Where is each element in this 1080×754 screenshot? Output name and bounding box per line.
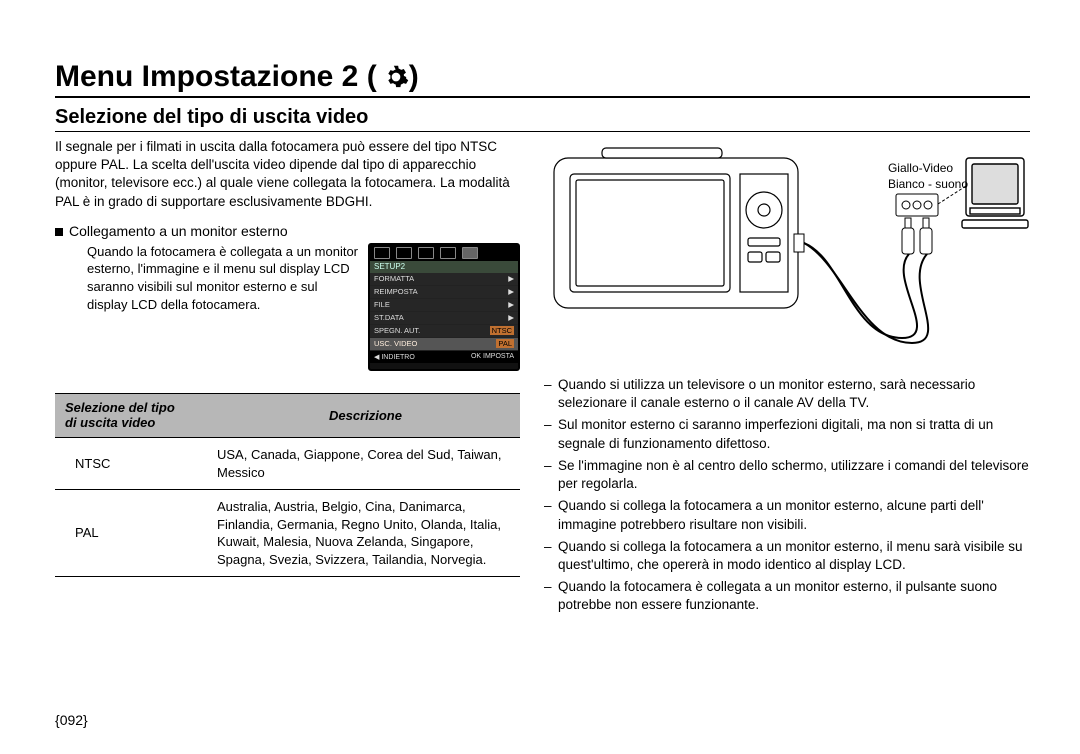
lcd-foot-right: OK IMPOSTA	[471, 353, 514, 360]
dash-icon: –	[542, 376, 558, 412]
lcd-sound-icon	[440, 247, 456, 259]
lcd-menu-row: REIMPOSTA ▶	[370, 286, 518, 299]
lcd-row-value: ▶	[508, 274, 514, 283]
cable-white-label: Bianco - suono	[888, 177, 968, 191]
title-text: Menu Impostazione 2 (	[55, 60, 377, 94]
lcd-footer: ◀ INDIETRO OK IMPOSTA	[370, 351, 518, 363]
page-number: {092}	[55, 712, 88, 728]
note-item: –Quando la fotocamera è collegata a un m…	[542, 578, 1030, 614]
right-column: Giallo-Video Bianco - suono –Quando si u…	[542, 138, 1030, 619]
note-text: Quando si utilizza un televisore o un mo…	[558, 376, 1030, 412]
table-cell-type: PAL	[55, 490, 211, 577]
note-item: –Quando si collega la fotocamera a un mo…	[542, 538, 1030, 574]
left-column: Il segnale per i filmati in uscita dalla…	[55, 138, 520, 619]
lcd-row-label: USC. VIDEO	[374, 339, 417, 348]
dash-icon: –	[542, 457, 558, 493]
connection-heading-text: Collegamento a un monitor esterno	[69, 223, 288, 239]
lcd-row-label: FORMATTA	[374, 274, 414, 283]
connection-description: Quando la fotocamera è collegata a un mo…	[55, 243, 358, 313]
page-number-value: 092	[60, 712, 83, 728]
lcd-menu-row: SPEGN. AUT. NTSC	[370, 325, 518, 338]
dash-icon: –	[542, 578, 558, 614]
lcd-menu-row: FILE ▶	[370, 299, 518, 312]
lcd-setup-label: SETUP2	[370, 261, 518, 273]
dash-icon: –	[542, 538, 558, 574]
note-item: –Quando si utilizza un televisore o un m…	[542, 376, 1030, 412]
table-row: PALAustralia, Austria, Belgio, Cina, Dan…	[55, 490, 520, 577]
connection-illustration: Giallo-Video Bianco - suono	[542, 138, 1030, 358]
intro-paragraph: Il segnale per i filmati in uscita dalla…	[55, 138, 520, 211]
note-text: Quando si collega la fotocamera a un mon…	[558, 538, 1030, 574]
lcd-row-value: NTSC	[490, 326, 514, 335]
gear-icon	[383, 64, 409, 90]
table-header-row: Selezione del tipo di uscita video Descr…	[55, 393, 520, 437]
cable-label: Giallo-Video Bianco - suono	[888, 160, 968, 192]
lcd-mode-icon	[374, 247, 390, 259]
table-cell-type: NTSC	[55, 438, 211, 490]
connection-row: Quando la fotocamera è collegata a un mo…	[55, 243, 520, 371]
lcd-row-label: ST.DATA	[374, 313, 404, 322]
note-text: Sul monitor esterno ci saranno imperfezi…	[558, 416, 1030, 452]
lcd-row-label: FILE	[374, 300, 390, 309]
page-title: Menu Impostazione 2 ( )	[55, 60, 1030, 98]
lcd-screenshot: SETUP2 FORMATTA▶REIMPOSTA▶FILE▶ST.DATA▶S…	[368, 243, 520, 371]
table-cell-desc: USA, Canada, Giappone, Corea del Sud, Ta…	[211, 438, 520, 490]
lcd-row-value: ▶	[508, 313, 514, 322]
note-item: –Se l'immagine non è al centro dello sch…	[542, 457, 1030, 493]
table-header-type: Selezione del tipo di uscita video	[55, 393, 211, 437]
lcd-foot-left: ◀ INDIETRO	[374, 353, 415, 361]
table-header-desc: Descrizione	[211, 393, 520, 437]
dash-icon: –	[542, 497, 558, 533]
note-text: Quando la fotocamera è collegata a un mo…	[558, 578, 1030, 614]
title-end: )	[409, 60, 419, 94]
lcd-gear-icon	[462, 247, 478, 259]
notes-list: –Quando si utilizza un televisore o un m…	[542, 376, 1030, 615]
th-line2: di uscita video	[65, 415, 155, 430]
lcd-play-icon	[418, 247, 434, 259]
lcd-box-icon	[396, 247, 412, 259]
note-item: –Quando si collega la fotocamera a un mo…	[542, 497, 1030, 533]
connection-heading: Collegamento a un monitor esterno	[55, 223, 520, 239]
lcd-row-label: SPEGN. AUT.	[374, 326, 420, 335]
th-line1: Selezione del tipo	[65, 400, 175, 415]
note-item: –Sul monitor esterno ci saranno imperfez…	[542, 416, 1030, 452]
video-output-table: Selezione del tipo di uscita video Descr…	[55, 393, 520, 577]
table-row: NTSCUSA, Canada, Giappone, Corea del Sud…	[55, 438, 520, 490]
lcd-top-icons	[370, 245, 518, 261]
table-cell-desc: Australia, Austria, Belgio, Cina, Danima…	[211, 490, 520, 577]
cable-yellow-label: Giallo-Video	[888, 161, 953, 175]
two-column-layout: Il segnale per i filmati in uscita dalla…	[55, 138, 1030, 619]
manual-page: Menu Impostazione 2 ( ) Selezione del ti…	[0, 0, 1080, 754]
lcd-row-value: PAL	[496, 339, 514, 348]
lcd-menu-row: ST.DATA ▶	[370, 312, 518, 325]
square-bullet-icon	[55, 228, 63, 236]
lcd-row-value: ▶	[508, 287, 514, 296]
lcd-row-value: ▶	[508, 300, 514, 309]
note-text: Se l'immagine non è al centro dello sche…	[558, 457, 1030, 493]
dash-icon: –	[542, 416, 558, 452]
lcd-menu-rows: FORMATTA ▶ REIMPOSTA ▶ FILE ▶ ST.DATA ▶ SPEGN. A…	[370, 273, 518, 351]
lcd-menu-row: USC. VIDEO PAL	[370, 338, 518, 351]
lcd-row-label: REIMPOSTA	[374, 287, 418, 296]
section-subtitle: Selezione del tipo di uscita video	[55, 106, 1030, 132]
lcd-menu-row: FORMATTA ▶	[370, 273, 518, 286]
note-text: Quando si collega la fotocamera a un mon…	[558, 497, 1030, 533]
